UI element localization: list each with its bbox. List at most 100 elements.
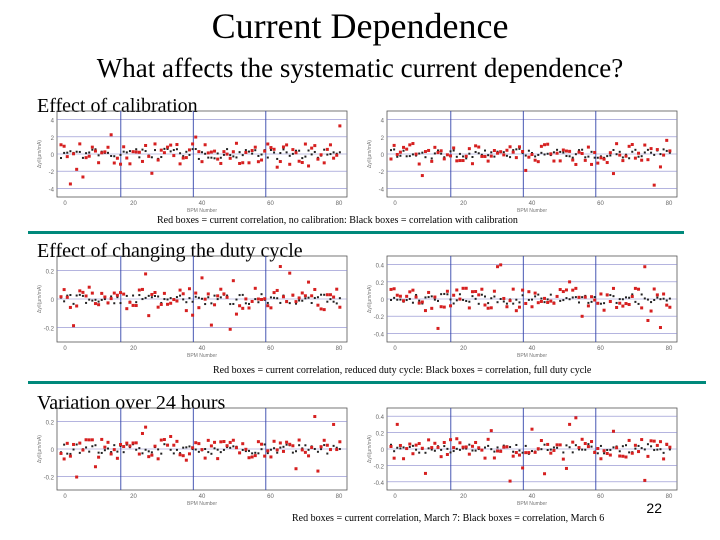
y-tick-label: 0.2 [46, 421, 55, 427]
red-marker [508, 299, 512, 303]
black-marker [125, 151, 128, 154]
red-marker [81, 448, 85, 452]
black-marker [301, 157, 304, 160]
black-marker [103, 298, 106, 301]
black-marker [207, 296, 210, 299]
black-marker [399, 447, 402, 450]
black-marker [474, 449, 477, 452]
red-marker [408, 143, 412, 147]
red-marker [65, 295, 69, 299]
black-marker [452, 149, 455, 152]
red-marker [492, 149, 496, 153]
black-marker [390, 299, 392, 302]
y-tick-label: 0 [51, 448, 55, 454]
red-marker [593, 450, 597, 454]
x-tick-label: 80 [666, 346, 673, 352]
red-marker [427, 438, 431, 442]
black-marker [662, 148, 665, 151]
red-marker [420, 300, 424, 304]
red-marker [269, 146, 273, 150]
red-marker [184, 309, 188, 313]
red-marker [627, 303, 631, 307]
plot-calibration-right: 4 2 0 -2 -4 0 20 40 60 80 BPM Number Δy/I(μm/mA) [365, 105, 685, 214]
red-marker [524, 168, 528, 172]
red-marker [234, 141, 238, 145]
red-marker [206, 292, 210, 296]
black-marker [72, 302, 75, 305]
red-marker [605, 451, 609, 455]
red-marker [486, 159, 490, 163]
red-marker [580, 314, 584, 318]
black-marker [537, 293, 540, 296]
black-marker [556, 148, 559, 151]
red-marker [338, 124, 342, 128]
black-marker [204, 303, 207, 306]
red-marker [389, 287, 393, 291]
black-marker [335, 152, 338, 155]
red-marker [125, 156, 129, 160]
red-marker [72, 442, 76, 446]
black-marker [285, 151, 288, 154]
y-axis-label: Δy/I(μm/mA) [37, 285, 43, 313]
black-marker [643, 151, 646, 154]
black-marker [85, 446, 88, 449]
red-marker [643, 143, 647, 147]
red-marker [505, 445, 509, 449]
black-marker [396, 446, 399, 449]
black-marker [197, 157, 200, 160]
black-marker [465, 447, 468, 450]
red-marker [514, 156, 518, 160]
red-marker [536, 160, 540, 164]
red-marker [423, 471, 427, 475]
red-marker [100, 151, 104, 155]
black-marker [662, 451, 665, 454]
red-marker [630, 294, 634, 298]
red-marker [464, 154, 468, 158]
x-tick-label: 20 [130, 494, 137, 500]
red-marker [574, 286, 578, 290]
red-marker [187, 287, 191, 291]
red-marker [241, 306, 245, 310]
black-marker [618, 298, 621, 301]
black-marker [179, 152, 182, 155]
black-marker [446, 293, 449, 296]
black-marker [338, 297, 341, 300]
black-marker [276, 157, 279, 160]
x-tick-label: 0 [63, 201, 67, 207]
black-marker [615, 301, 618, 304]
red-marker [150, 453, 154, 457]
red-marker [285, 143, 289, 147]
red-marker [530, 305, 534, 309]
black-marker [449, 298, 452, 301]
red-marker [62, 457, 66, 461]
black-marker [100, 298, 103, 301]
red-marker [81, 290, 85, 294]
red-marker [197, 150, 201, 154]
red-marker [474, 144, 478, 148]
black-marker [552, 446, 555, 449]
black-marker [565, 444, 568, 447]
black-marker [279, 152, 282, 155]
black-marker [424, 296, 427, 299]
red-marker [580, 151, 584, 155]
black-marker [578, 448, 580, 451]
black-marker [659, 448, 662, 451]
black-marker [273, 151, 276, 154]
red-marker [599, 457, 603, 461]
black-marker [154, 295, 156, 298]
x-tick-label: 40 [529, 201, 536, 207]
plot-svg: 0.2 0 -0.2 0 20 40 60 80 BPM Number Δy/I(μm/mA) [37, 255, 348, 359]
red-marker [590, 162, 594, 166]
black-marker [254, 298, 257, 301]
red-marker [137, 452, 141, 456]
black-marker [603, 302, 606, 305]
red-marker [489, 154, 493, 158]
black-marker [640, 447, 643, 450]
black-marker [222, 448, 225, 451]
red-marker [172, 443, 176, 447]
red-marker [87, 154, 91, 158]
black-marker [197, 296, 200, 299]
red-marker [272, 147, 276, 151]
red-marker [191, 313, 195, 317]
black-marker [512, 149, 515, 152]
